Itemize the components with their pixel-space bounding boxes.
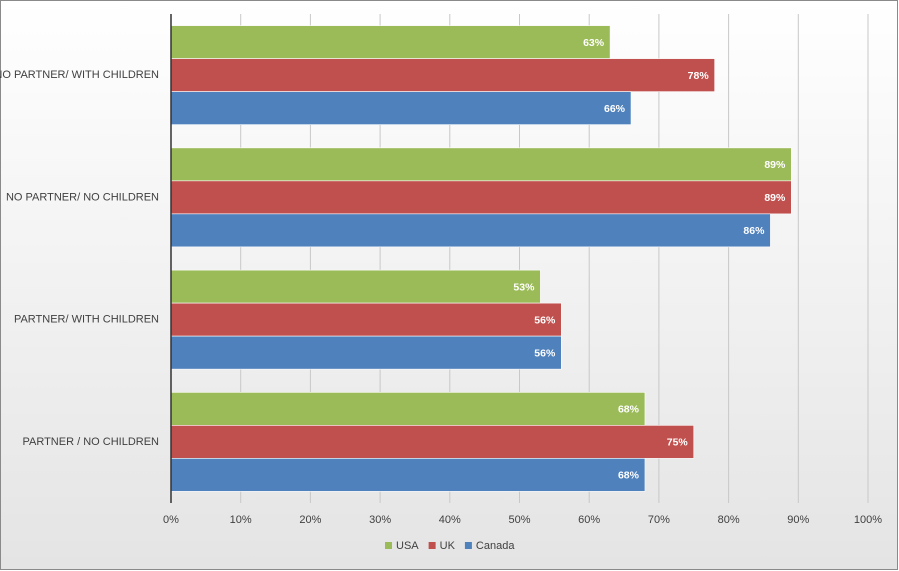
legend-label: Canada	[476, 540, 515, 552]
value-label: 75%	[667, 437, 689, 449]
value-label: 66%	[604, 103, 626, 115]
bar	[170, 213, 771, 248]
value-label: 89%	[764, 192, 786, 204]
bar	[170, 25, 611, 59]
x-tick-label: 30%	[369, 514, 391, 526]
y-tick-label: NO PARTNER/ WITH CHILDREN	[0, 69, 159, 81]
legend-label: UK	[440, 540, 456, 552]
y-tick-label: NO PARTNER/ NO CHILDREN	[6, 191, 159, 203]
bar	[170, 91, 632, 125]
legend-swatch	[464, 542, 472, 549]
x-tick-label: 90%	[787, 514, 809, 526]
bar	[170, 58, 715, 92]
value-label: 68%	[618, 470, 640, 482]
value-label: 68%	[618, 404, 640, 416]
bar	[170, 425, 695, 459]
bar	[170, 392, 646, 426]
bar	[170, 147, 792, 182]
y-tick-label: PARTNER / NO CHILDREN	[22, 436, 159, 448]
bar	[170, 335, 562, 370]
x-tick-label: 10%	[230, 514, 252, 526]
value-label: 86%	[743, 225, 765, 237]
value-label: 89%	[764, 159, 786, 171]
value-label: 56%	[534, 347, 556, 359]
value-label: 53%	[513, 281, 535, 293]
bar	[170, 302, 562, 337]
x-tick-label: 20%	[299, 514, 321, 526]
bar	[170, 269, 541, 304]
legend-label: USA	[396, 540, 419, 552]
x-tick-label: 60%	[578, 514, 600, 526]
value-label: 63%	[583, 37, 605, 49]
x-tick-label: 40%	[439, 514, 461, 526]
y-tick-label: PARTNER/ WITH CHILDREN	[14, 314, 159, 326]
x-tick-label: 80%	[718, 514, 740, 526]
legend-swatch	[428, 542, 436, 549]
x-tick-label: 50%	[508, 514, 530, 526]
value-label: 56%	[534, 314, 556, 326]
bar	[170, 458, 646, 492]
bar	[170, 180, 792, 215]
x-tick-label: 0%	[163, 514, 179, 526]
x-tick-label: 100%	[854, 514, 882, 526]
legend-swatch	[385, 542, 392, 549]
value-label: 78%	[688, 70, 710, 82]
x-tick-label: 70%	[648, 514, 670, 526]
